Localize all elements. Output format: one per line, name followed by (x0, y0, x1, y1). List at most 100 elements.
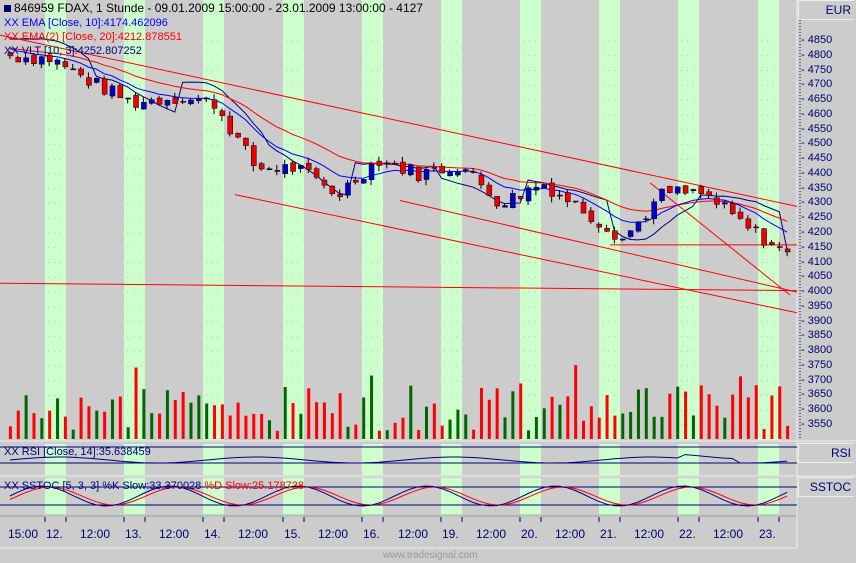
volume-bar (307, 388, 311, 439)
candle-body (698, 186, 705, 194)
price-tick: - 4350 (801, 181, 833, 194)
sstoc-k-line (9, 485, 788, 507)
trendline (0, 282, 798, 292)
candle-body (133, 94, 139, 108)
volume-bar (173, 399, 177, 439)
legend-vlt[interactable]: XX VLT [10, 3]:4252.807252 (4, 45, 142, 57)
volume-bar (676, 386, 680, 439)
volume-bar (275, 430, 279, 439)
volume-bar (762, 429, 766, 439)
candle-body (533, 186, 540, 191)
volume-bar (770, 395, 774, 439)
volume-bar (660, 416, 664, 439)
legend-sstoc-d: %D Slow:25.178738 (204, 480, 305, 492)
ema10-line (9, 48, 788, 233)
day-band (362, 444, 383, 475)
candle-body (266, 168, 273, 170)
candle-body (251, 145, 257, 166)
rsi-line (9, 454, 788, 464)
legend-rsi[interactable]: XX RSI [Close, 14]:35.638459 (4, 446, 151, 458)
volume-bar (715, 405, 719, 439)
candle-body (353, 179, 359, 183)
time-tick: 22. (679, 527, 696, 541)
volume-bar (260, 413, 264, 439)
volume-bar (534, 417, 538, 439)
candle-body (753, 226, 759, 229)
price-tick: - 3550 (801, 418, 833, 431)
time-tick: 19. (442, 527, 459, 541)
volume-bar (56, 398, 60, 439)
price-tick: - 4800 (801, 48, 833, 61)
candle-body (141, 102, 147, 110)
time-tick: 15. (284, 527, 301, 541)
volume-bar (746, 397, 750, 439)
price-tick: - 4100 (801, 255, 833, 268)
time-tick: 13. (125, 527, 142, 541)
volume-bar (315, 402, 319, 439)
price-tick: - 3750 (801, 358, 833, 371)
candle-body (690, 189, 697, 191)
volume-bar (291, 402, 295, 439)
candle-body (164, 100, 171, 106)
candle-body (392, 162, 398, 165)
candle-body (7, 52, 14, 57)
candle-body (384, 162, 390, 165)
candle-body (659, 188, 665, 201)
legend-ema10[interactable]: XX EMA [Close, 10]:4174.462096 (4, 17, 168, 29)
price-tick: - 4600 (801, 107, 833, 120)
volume-bar (699, 385, 703, 439)
legend-ema20[interactable]: XX EMA(2) [Close, 20]:4212.878551 (4, 31, 182, 43)
day-band (758, 0, 779, 440)
candle-body (15, 57, 22, 63)
candle-body (46, 54, 53, 63)
day-band (283, 444, 304, 475)
candle-body (156, 97, 163, 105)
candle-body (70, 68, 76, 71)
volume-bar (605, 395, 609, 439)
time-tick: 12:00 (238, 527, 269, 541)
volume-bar (621, 413, 625, 439)
volume-bar (244, 415, 248, 439)
time-tick: 16. (363, 527, 380, 541)
instrument-icon (4, 5, 11, 13)
volume-bar (527, 430, 531, 439)
candle-body (502, 205, 508, 208)
volume-bar (495, 388, 499, 439)
candle-body (109, 85, 116, 97)
volume-bar (479, 387, 483, 439)
volume-bar (354, 424, 358, 439)
candle-body (376, 160, 383, 166)
volume-bar (731, 394, 735, 439)
candle-body (784, 248, 791, 253)
price-tick: - 4850 (801, 34, 833, 46)
candle-body (431, 166, 438, 169)
candle-body (565, 192, 571, 203)
volume-bar (228, 415, 232, 439)
price-tick: - 4450 (801, 152, 833, 165)
day-band (520, 444, 541, 475)
volume-bar (103, 411, 107, 439)
volume-bar (370, 375, 374, 439)
volume-bar (95, 410, 99, 439)
candle-body (78, 68, 84, 76)
candle-body (54, 59, 61, 65)
price-tick: - 3950 (801, 299, 833, 312)
day-band (124, 0, 145, 440)
volume-bar (582, 420, 586, 439)
trendline (649, 182, 791, 296)
candle-body (729, 203, 736, 214)
day-band (758, 478, 779, 514)
candle-body (337, 194, 343, 197)
volume-bar (205, 403, 209, 439)
candle-body (39, 56, 45, 65)
volume-bar (299, 413, 303, 439)
volume-bar (338, 393, 342, 439)
candle-body (706, 191, 712, 196)
price-tick: - 4400 (801, 166, 833, 179)
legend-sstoc[interactable]: XX SSTOC [5, 3, 3] %K Slow:33.370028 %D … (4, 480, 304, 493)
volume-bar (503, 417, 507, 439)
volume-bar (644, 388, 648, 439)
price-tick: - 3800 (801, 344, 833, 357)
volume-bar (409, 385, 413, 439)
